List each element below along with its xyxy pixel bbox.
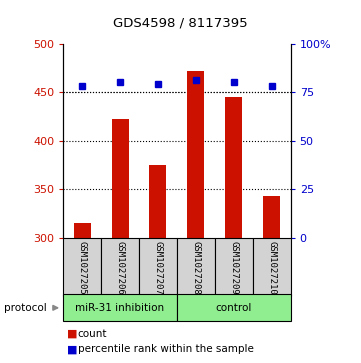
Bar [112,119,129,238]
Bar [63,294,177,321]
Bar [263,196,280,238]
Text: control: control [216,303,252,313]
Bar [63,238,101,296]
Bar [253,238,291,296]
Text: GSM1027206: GSM1027206 [116,241,125,295]
Bar [139,238,177,296]
Bar [74,223,91,238]
Bar [225,97,242,238]
Text: count: count [78,329,107,339]
Text: ■: ■ [67,344,77,354]
Bar [187,71,204,238]
Text: GSM1027208: GSM1027208 [191,241,200,295]
Bar [177,294,291,321]
Bar [177,238,215,296]
Text: protocol: protocol [4,303,46,313]
Text: miR-31 inhibition: miR-31 inhibition [75,303,165,313]
Text: ■: ■ [67,329,77,339]
Bar [101,238,139,296]
Text: GSM1027207: GSM1027207 [153,241,162,295]
Text: percentile rank within the sample: percentile rank within the sample [78,344,253,354]
Text: GSM1027209: GSM1027209 [229,241,238,295]
Text: GDS4598 / 8117395: GDS4598 / 8117395 [113,16,248,29]
Text: GSM1027205: GSM1027205 [78,241,87,295]
Text: GSM1027210: GSM1027210 [267,241,276,295]
Bar [149,165,166,238]
Bar [215,238,253,296]
